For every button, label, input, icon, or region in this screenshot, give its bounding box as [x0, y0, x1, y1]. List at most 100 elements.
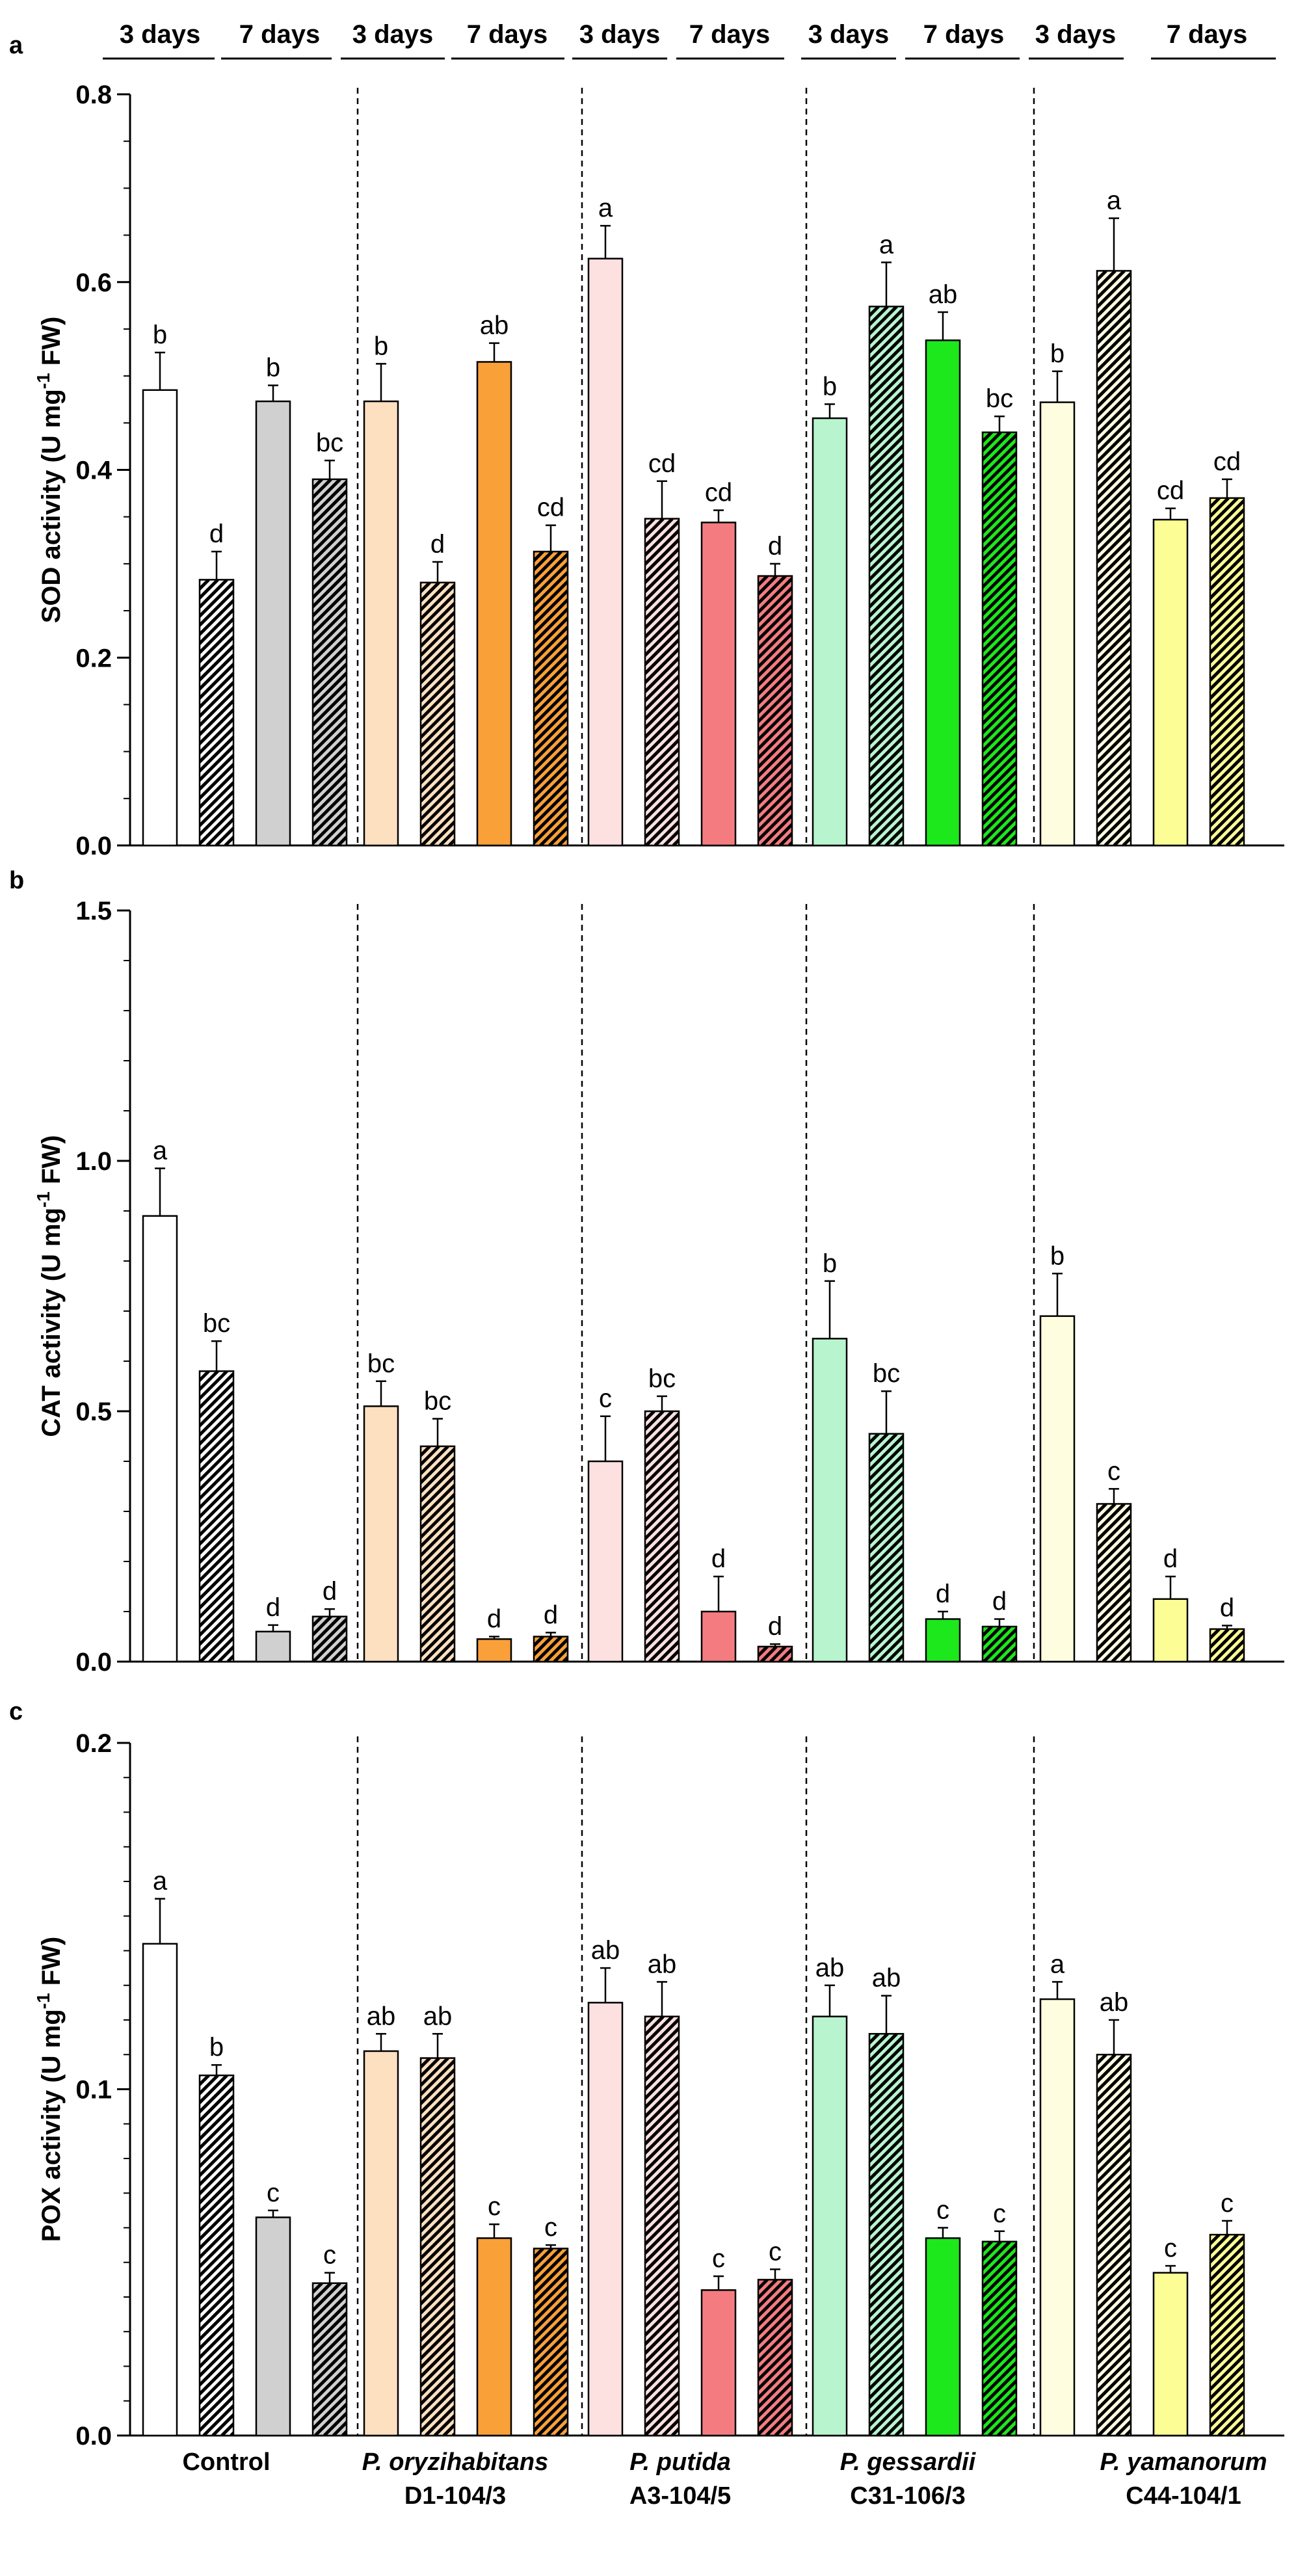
- significance-label: d: [1163, 1545, 1178, 1573]
- hatch-line: [645, 665, 679, 704]
- hatch-line: [421, 1474, 455, 1513]
- bar-hatch: [983, 1627, 1016, 1662]
- hatch-line: [421, 701, 455, 740]
- significance-label: ab: [591, 1936, 620, 1965]
- hatch-line: [1282, 498, 1309, 845]
- hatch-line: [1210, 753, 1244, 792]
- hatch-line: [1301, 2235, 1309, 2436]
- hatch-line: [758, 2325, 792, 2364]
- hatch-line: [1255, 2235, 1309, 2436]
- significance-label: cd: [1157, 477, 1184, 505]
- hatch-line: [255, 1371, 546, 1662]
- hatch-line: [869, 552, 903, 591]
- bar-fill: [588, 258, 622, 845]
- hatch-line: [200, 1580, 233, 1619]
- hatch-line: [1097, 717, 1131, 756]
- hatch-line: [421, 2213, 455, 2252]
- hatch-line: [1210, 2371, 1244, 2410]
- bar-hatch: [1210, 498, 1309, 845]
- significance-label: c: [1164, 2234, 1177, 2263]
- hatch-line: [1097, 1549, 1131, 1588]
- hatch-line: [1276, 1504, 1309, 1662]
- hatch-line: [645, 747, 679, 786]
- hatch-line: [1210, 571, 1244, 610]
- hatch-line: [865, 519, 1191, 845]
- hatch-line: [1104, 306, 1309, 845]
- hatch-line: [869, 2070, 903, 2109]
- significance-label: ab: [1100, 1988, 1129, 2017]
- significance-label: cd: [1213, 447, 1241, 476]
- hatch-line: [758, 777, 792, 816]
- hatch-line: [1305, 271, 1309, 845]
- significance-label: c: [769, 2237, 782, 2266]
- bar-hatch: [421, 1446, 455, 1662]
- hatch-line: [450, 1656, 455, 1662]
- bar-fill: [813, 1338, 847, 1662]
- hatch-line: [645, 574, 679, 613]
- bar-hatch: [313, 1616, 347, 1662]
- hatch-line: [645, 2199, 679, 2238]
- hatch-line: [1210, 2307, 1244, 2346]
- hatch-line: [421, 692, 455, 731]
- hatch-line: [869, 361, 903, 400]
- significance-label: c: [544, 2213, 557, 2242]
- hatch-line: [200, 2075, 219, 2096]
- hatch-line: [1097, 1522, 1131, 1561]
- bar-fill: [702, 1612, 735, 1662]
- hatch-line: [983, 2251, 1016, 2290]
- significance-label: bc: [648, 1364, 676, 1393]
- hatch-line: [1097, 362, 1131, 401]
- hatch-line: [200, 680, 233, 719]
- bar-fill: [1154, 520, 1187, 845]
- hatch-line: [983, 2387, 1016, 2426]
- hatch-line: [1210, 2298, 1244, 2337]
- hatch-line: [758, 2289, 792, 2328]
- hatch-line: [534, 2394, 568, 2433]
- hatch-line: [421, 1601, 455, 1640]
- panel-letter-c: c: [9, 1698, 23, 1725]
- hatch-line: [1286, 306, 1309, 845]
- time-header-oryzihabitans: 3 days 7 days: [341, 20, 564, 60]
- hdr-ges-7d: 7 days: [923, 20, 1005, 49]
- hatch-line: [1097, 2337, 1131, 2376]
- hatch-line: [534, 706, 568, 745]
- hatch-line: [1287, 271, 1309, 845]
- hatch-line: [1213, 1629, 1244, 1662]
- hatch-line: [1235, 835, 1244, 845]
- significance-label: cd: [537, 494, 564, 522]
- hatch-line: [869, 379, 903, 418]
- hatch-line: [758, 604, 792, 643]
- bar-fill: [256, 401, 290, 845]
- significance-label: ab: [480, 312, 509, 340]
- hatch-line: [1262, 2054, 1309, 2436]
- hatch-line: [983, 1627, 1016, 1662]
- hatch-line: [1280, 432, 1309, 845]
- group-labels: Control P. oryzihabitans D1-104/3 P. put…: [182, 2449, 1267, 2510]
- group-strain-gessardii: C31-106/3: [850, 2482, 965, 2510]
- hatch-line: [645, 2217, 679, 2256]
- hatch-line: [200, 616, 233, 655]
- hatch-line: [1097, 1613, 1131, 1652]
- hatch-line: [1210, 2235, 1244, 2274]
- hatch-line: [534, 597, 568, 636]
- hatch-line: [534, 788, 568, 827]
- significance-label: bc: [873, 1359, 900, 1388]
- hatch-line: [200, 689, 233, 728]
- hatch-line: [645, 692, 679, 731]
- hatch-line: [1210, 2244, 1244, 2283]
- group-strain-oryzihabitans: D1-104/3: [404, 2482, 506, 2510]
- bar-hatch: [1097, 1504, 1309, 1662]
- hatch-line: [983, 2333, 1016, 2372]
- bar-hatch: [983, 432, 1309, 845]
- hatch-line: [534, 588, 568, 627]
- hdr-control-7d: 7 days: [239, 20, 321, 49]
- hatch-line: [1291, 498, 1309, 845]
- hdr-ory-3d: 3 days: [352, 20, 434, 49]
- hatch-line: [200, 579, 228, 609]
- bar-fill: [477, 1639, 511, 1662]
- significance-label: ab: [815, 1954, 845, 1982]
- significance-label: b: [266, 354, 280, 382]
- hatch-line: [645, 2344, 679, 2383]
- hatch-line: [1304, 306, 1309, 845]
